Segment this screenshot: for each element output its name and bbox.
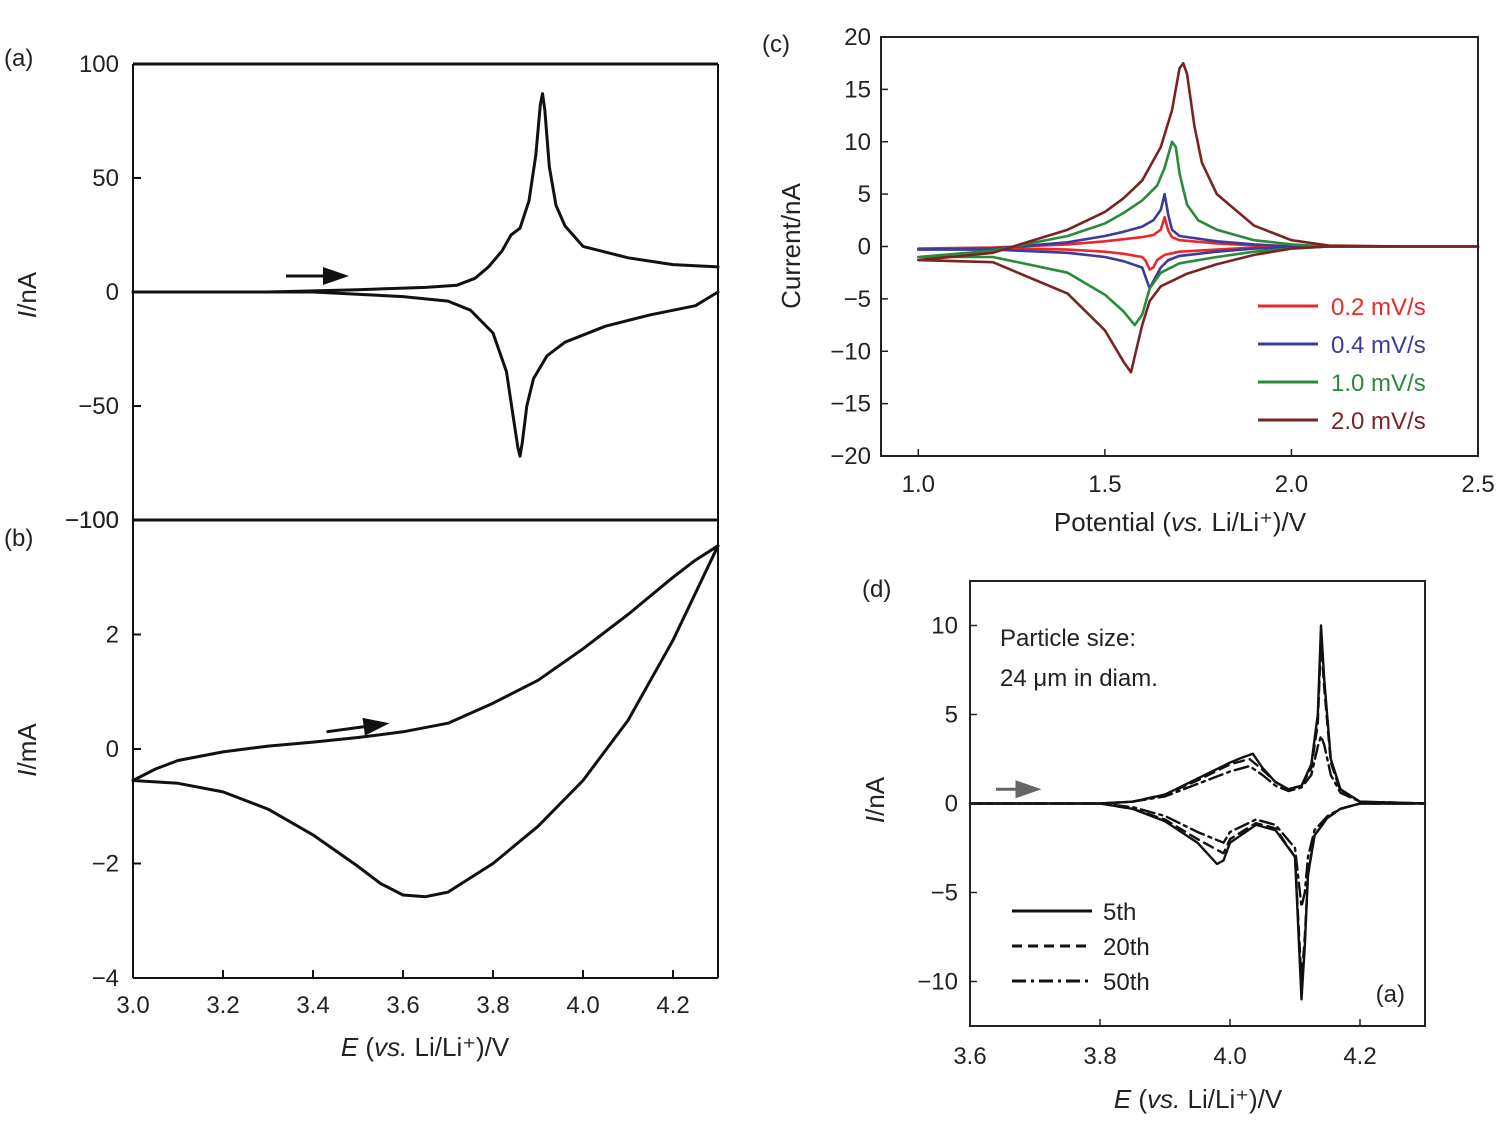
- panel-b-xlabel-part-1: (: [358, 1032, 374, 1062]
- panel-c-xlabel-part-1: vs.: [1171, 507, 1204, 537]
- panel-c-xtick-label: 2.0: [1275, 471, 1308, 498]
- panel-c-series-0-2-mv-s: [917, 215, 1480, 271]
- panel-b-ylabel-part-1: /mA: [12, 723, 42, 770]
- panel-c: (c) 20 15 10 5 0 −5 −10 −15 −20 1.0 1.5 2.0 2.5 Curren…: [762, 24, 1495, 537]
- panel-b: (b) −100 2 0 −2 −43.0 3.2 3.4 3.6 3.8 4.0 4.2 I/mA E …: [4, 507, 720, 1062]
- panel-c-xlabel-part-0: Potential (: [1054, 507, 1171, 537]
- panel-a-label: (a): [4, 45, 33, 72]
- panel-d-xlabel-part-2: vs.: [1147, 1084, 1180, 1114]
- panel-b-xtick-label: 3.2: [206, 992, 239, 1019]
- panel-d: (d) 10 5 0 −5 −10 3.6 3.8 4.0 4.2 I/nA E (vs. Li/Li…: [860, 576, 1427, 1114]
- panel-d-ytick-label: 10: [931, 613, 958, 640]
- panel-d-arrow-head: [1015, 780, 1042, 799]
- panel-d-series-50th: [968, 734, 1427, 908]
- panel-b-xtick-label: 4.0: [566, 992, 599, 1019]
- panel-c-ytick-label: 15: [844, 76, 871, 103]
- panel-c-legend-label: 0.4 mV/s: [1331, 332, 1426, 359]
- panel-c-legend-label: 2.0 mV/s: [1331, 408, 1426, 435]
- panel-b-xlabel-part-0: E: [341, 1032, 359, 1062]
- panel-c-legend-label: 1.0 mV/s: [1331, 370, 1426, 397]
- panel-b-series-reverse: [131, 544, 720, 899]
- panel-d-legend-label: 20th: [1103, 934, 1150, 961]
- panel-c-series-2-0-mv-s: [917, 61, 1480, 374]
- panel-b-xlabel-part-2: vs.: [374, 1032, 407, 1062]
- panel-a-ylabel-part-1: /nA: [12, 271, 42, 311]
- panel-a-ylabel: I/nA: [12, 271, 42, 318]
- panel-b-xtick-label: 3.6: [386, 992, 419, 1019]
- panel-d-xlabel-part-3: Li/Li⁺)/V: [1180, 1084, 1283, 1114]
- panel-d-ytick-label: 0: [945, 791, 958, 818]
- panel-c-ytick-label: −10: [830, 338, 871, 365]
- panel-b-series-forward: [131, 544, 720, 782]
- panel-b-ylabel: I/mA: [12, 723, 42, 777]
- panel-d-legend-label: 5th: [1103, 899, 1136, 926]
- panel-a: (a) 100 50 0 −50 −100 I/nA: [4, 45, 720, 534]
- panel-d-inner-label: (a): [1376, 981, 1405, 1008]
- panel-d-annotation-line2: 24 μm in diam.: [1000, 665, 1158, 692]
- panel-c-xtick-label: 1.0: [902, 471, 935, 498]
- panel-d-xlabel: E (vs. Li/Li⁺)/V: [1114, 1084, 1283, 1114]
- panel-c-ytick-label: 20: [844, 24, 871, 51]
- panel-b-xlabel: E (vs. Li/Li⁺)/V: [341, 1032, 510, 1062]
- panel-a-ylabel-part-0: I: [12, 311, 42, 318]
- panel-c-legend-label: 0.2 mV/s: [1331, 294, 1426, 321]
- panel-b-ytick-label: 2: [106, 622, 119, 649]
- panel-c-ytick-label: 0: [858, 234, 871, 261]
- panel-b-xtick-label: 3.0: [116, 992, 149, 1019]
- panel-c-xtick-label: 2.5: [1461, 471, 1494, 498]
- panel-a-ytick-label: −100: [65, 507, 119, 534]
- panel-a-ytick-label: 100: [79, 51, 119, 78]
- panel-d-ylabel: I/nA: [860, 776, 890, 823]
- panel-c-ytick-label: 10: [844, 129, 871, 156]
- panel-d-ytick-label: 5: [945, 702, 958, 729]
- panel-b-arrow-shaft: [326, 725, 364, 734]
- panel-d-annotation-line1: Particle size:: [1000, 625, 1136, 652]
- panel-a-ytick-label-bottom: −100: [65, 507, 119, 534]
- panel-c-xlabel-part-2: Li/Li⁺)/V: [1204, 507, 1307, 537]
- panel-b-arrow-head: [362, 717, 390, 736]
- panel-c-ylabel: Current/nA: [776, 182, 806, 308]
- panel-d-xtick-label: 4.2: [1343, 1043, 1376, 1070]
- panel-d-xtick-label: 3.8: [1083, 1043, 1116, 1070]
- panel-a-ytick-label: 0: [106, 279, 119, 306]
- panel-a-ytick-label: −50: [78, 393, 119, 420]
- panel-c-xlabel: Potential (vs. Li/Li⁺)/V: [1054, 507, 1307, 537]
- panel-c-ytick-label: −15: [830, 391, 871, 418]
- panel-a-series-cathodic: [131, 290, 720, 458]
- panel-d-legend-label: 50th: [1103, 969, 1150, 996]
- panel-c-ytick-label: −20: [830, 443, 871, 470]
- panel-d-ylabel-part-0: I: [860, 816, 890, 823]
- panel-d-xlabel-part-0: E: [1114, 1084, 1132, 1114]
- panel-a-series-anodic: [131, 92, 720, 294]
- panel-d-ylabel-part-1: /nA: [860, 776, 890, 816]
- panel-d-ytick-label: −5: [931, 880, 958, 907]
- panel-b-ylabel-part-0: I: [12, 770, 42, 777]
- panel-b-xlabel-part-3: Li/Li⁺)/V: [407, 1032, 510, 1062]
- panel-d-xtick-label: 4.0: [1213, 1043, 1246, 1070]
- panel-a-arrow-head: [323, 267, 349, 286]
- panel-c-label: (c): [762, 31, 790, 58]
- panel-d-xlabel-part-1: (: [1131, 1084, 1147, 1114]
- panel-b-xtick-label: 3.8: [476, 992, 509, 1019]
- panel-c-xtick-label: 1.5: [1088, 471, 1121, 498]
- panel-a-ytick-label: 50: [92, 165, 119, 192]
- panel-c-ytick-label: −5: [844, 286, 871, 313]
- panel-c-ytick-label: 5: [858, 181, 871, 208]
- panel-d-label: (d): [862, 576, 891, 603]
- panel-b-ytick-label: −4: [92, 965, 119, 992]
- panel-b-xtick-label: 3.4: [296, 992, 329, 1019]
- panel-b-ytick-label: 0: [106, 736, 119, 763]
- panel-d-ytick-label: −10: [917, 969, 958, 996]
- panel-d-xtick-label: 3.6: [953, 1043, 986, 1070]
- panel-b-label: (b): [4, 525, 33, 552]
- panel-b-xtick-label: 4.2: [656, 992, 689, 1019]
- panel-b-ytick-label: −2: [92, 851, 119, 878]
